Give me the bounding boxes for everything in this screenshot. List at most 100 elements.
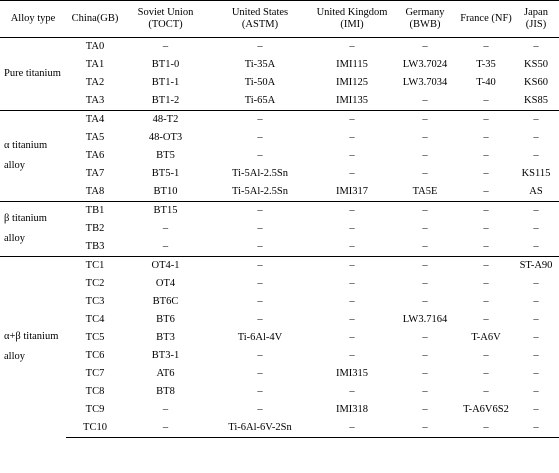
header-japan: Japan (JIS)	[513, 0, 559, 38]
table-row: β titanium alloy TB1 BT15– – – – –	[0, 201, 559, 257]
equivalent-grade-cell: –	[483, 368, 489, 380]
table-row: TB2 – – – – – –	[0, 220, 559, 238]
alloy-group-label: Pure titanium	[0, 38, 66, 111]
equivalent-grade-cell: T-35	[476, 59, 496, 71]
china-grade-cell: TA0	[85, 41, 105, 53]
equivalent-grade-cell: –	[349, 350, 355, 362]
alloy-group-label: α+β titanium alloy	[0, 256, 66, 438]
equivalent-grade-cell: –	[349, 132, 355, 144]
equivalent-grade-cell: –	[483, 386, 489, 398]
equivalent-grade-cell: –	[257, 314, 263, 326]
equivalent-grade-cell: –	[349, 296, 355, 308]
equivalent-grade-cell: Ti-5Al-2.5Sn	[232, 186, 288, 198]
china-grade-cell: TA1	[85, 59, 105, 71]
equivalent-grade-cell: –	[313, 256, 391, 275]
equivalent-grade-cell: –	[533, 41, 539, 53]
china-grade-cell: TC8	[85, 386, 105, 398]
equivalent-grade-cell: –	[422, 350, 428, 362]
equivalent-grade-cell: –	[162, 241, 169, 253]
header-soviet-union: Soviet Union (TOCT)	[124, 0, 207, 38]
equivalent-grade-cell: –	[257, 278, 263, 290]
equivalent-grade-cell: –	[483, 223, 489, 235]
equivalent-grade-cell: –	[533, 132, 539, 144]
equivalent-grade-cell: BT3	[156, 332, 175, 344]
equivalent-grade-cell: –	[422, 41, 428, 53]
titanium-grade-comparison-table: Alloy type China(GB) Soviet Union (TOCT) …	[0, 0, 559, 438]
equivalent-grade-cell: IMI318	[335, 404, 369, 416]
table-row: TB3 – – – – – –	[0, 238, 559, 257]
equivalent-grade-cell: 48-OT3	[148, 132, 183, 144]
equivalent-grade-cell: –	[422, 150, 428, 162]
equivalent-grade-cell: –	[533, 350, 539, 362]
equivalent-grade-cell: KS60	[524, 77, 548, 89]
equivalent-grade-cell: KS50	[524, 59, 548, 71]
equivalent-grade-cell: –	[349, 278, 355, 290]
equivalent-grade-cell: BT6	[156, 314, 175, 326]
equivalent-grade-cell: –	[124, 419, 207, 438]
equivalent-grade-cell: –	[162, 41, 169, 53]
equivalent-grade-cell: AS	[529, 186, 543, 198]
equivalent-grade-cell: –	[162, 223, 169, 235]
equivalent-grade-cell: T-A6V6S2	[463, 404, 509, 416]
china-grade-cell: TB3	[85, 241, 105, 253]
table-body: Pure titanium TA0 – – – – – – TA1 BT1-0 Ti-35A IMI1…	[0, 38, 559, 438]
alloy-group-label-line1: α titanium	[4, 140, 48, 152]
equivalent-grade-cell: –	[513, 419, 559, 438]
equivalent-grade-cell: ST-A90	[513, 256, 559, 275]
equivalent-grade-cell: BT15	[124, 201, 207, 220]
equivalent-grade-cell: –	[349, 241, 355, 253]
equivalent-grade-cell: –	[533, 150, 539, 162]
china-grade-cell: TB2	[85, 223, 105, 235]
equivalent-grade-cell: KS85	[524, 95, 548, 107]
alloy-group-label-line1: α+β titanium	[4, 331, 59, 343]
equivalent-grade-cell: Ti-65A	[244, 95, 276, 107]
alloy-group-label: β titanium alloy	[0, 201, 66, 257]
china-grade-cell: TC6	[85, 350, 105, 362]
equivalent-grade-cell: –	[533, 368, 539, 380]
equivalent-grade-cell: OT4	[155, 278, 176, 290]
equivalent-grade-cell: –	[257, 296, 263, 308]
equivalent-grade-cell: –	[257, 223, 263, 235]
alloy-group-label-line2: alloy	[4, 351, 25, 363]
table-row: TA6 BT5 – – – – –	[0, 147, 559, 165]
equivalent-grade-cell: LW3.7024	[402, 59, 448, 71]
china-grade-cell: TA2	[85, 77, 105, 89]
equivalent-grade-cell: –	[207, 110, 313, 129]
china-grade-cell: TC5	[85, 332, 105, 344]
china-grade-cell: TC1	[66, 256, 124, 275]
equivalent-grade-cell: –	[533, 241, 539, 253]
table-row: TC8 BT8 – – – – –	[0, 383, 559, 401]
china-grade-cell: TC10	[66, 419, 124, 438]
table-row: TA7 BT5-1 Ti-5Al-2.5Sn – – – KS115	[0, 165, 559, 183]
equivalent-grade-cell: IMI315	[335, 368, 369, 380]
header-alloy-type: Alloy type	[0, 0, 66, 38]
alloy-group-label-line2: alloy	[4, 233, 25, 244]
equivalent-grade-cell: –	[533, 278, 539, 290]
equivalent-grade-cell: –	[483, 241, 489, 253]
equivalent-grade-cell: –	[257, 150, 263, 162]
china-grade-cell: TA8	[85, 186, 105, 198]
header-germany: Germany (BWB)	[391, 0, 459, 38]
equivalent-grade-cell: BT8	[156, 386, 175, 398]
table-row: TC4 BT6 – – LW3.7164 – –	[0, 311, 559, 329]
header-france: France (NF)	[459, 0, 513, 38]
china-grade-cell: TC7	[85, 368, 105, 380]
alloy-group-label-line2: alloy	[4, 160, 25, 171]
equivalent-grade-cell: –	[257, 241, 263, 253]
equivalent-grade-cell: –	[533, 404, 539, 416]
china-grade-cell: TC3	[85, 296, 105, 308]
equivalent-grade-cell: –	[349, 150, 355, 162]
equivalent-grade-cell: –	[422, 223, 428, 235]
equivalent-grade-cell: –	[257, 368, 263, 380]
china-grade-cell: TC9	[85, 404, 105, 416]
equivalent-grade-cell: –	[459, 201, 513, 220]
equivalent-grade-cell: Ti-6Al-4V	[237, 332, 283, 344]
table-row: TA5 48-OT3 – – – – –	[0, 129, 559, 147]
header-united-states: United States (ASTM)	[207, 0, 313, 38]
equivalent-grade-cell: –	[533, 314, 539, 326]
table-row: TC6 BT3-1 – – – – –	[0, 347, 559, 365]
equivalent-grade-cell: –	[422, 132, 428, 144]
equivalent-grade-cell: AT6	[156, 368, 175, 380]
equivalent-grade-cell: IMI115	[336, 59, 368, 71]
equivalent-grade-cell: LW3.7164	[402, 314, 448, 326]
